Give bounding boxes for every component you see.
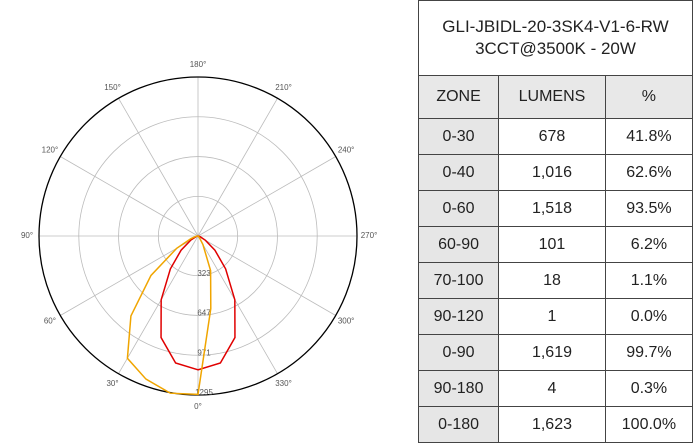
cell: 0-180 [417,406,500,443]
angle-label: 300° [338,317,355,326]
cell: 101 [498,226,606,263]
cell: 0.3% [604,370,693,407]
cell: 41.8% [604,118,693,155]
header-cell: % [604,75,693,119]
cell: 1,518 [498,190,606,227]
cell: 0-90 [417,334,500,371]
table-title: GLI-JBIDL-20-3SK4-V1-6-RW 3CCT@3500K - 20… [418,0,693,76]
header-cell: ZONE [417,75,500,119]
cell: 93.5% [604,190,693,227]
angle-label: 150° [104,83,121,92]
angle-label: 240° [338,146,355,155]
cell: 1,016 [498,154,606,191]
row: 0-30 678 41.8% [417,118,693,155]
title-line: 3CCT@3500K - 20W [475,39,636,58]
row: 70-100 18 1.1% [417,262,693,299]
row: 90-120 1 0.0% [417,298,693,335]
ring [157,195,239,277]
angle-label: 270° [361,231,378,240]
angle-label: 0° [194,402,202,411]
cell: 0-40 [417,154,500,191]
cell: 6.2% [604,226,693,263]
cell: 0-30 [417,118,500,155]
angle-label: 120° [42,146,59,155]
row: 0-40 1,016 62.6% [417,154,693,191]
ring [118,156,278,316]
title-line: GLI-JBIDL-20-3SK4-V1-6-RW [442,17,669,36]
cell: 1 [498,298,606,335]
row: 0-60 1,518 93.5% [417,190,693,227]
radial-label: 323 [197,269,211,278]
cell: 100.0% [604,406,693,443]
angle-label: 60° [44,317,56,326]
angle-label: 90° [21,231,33,240]
cell: 4 [498,370,606,407]
cell: 18 [498,262,606,299]
cell: 1,623 [498,406,606,443]
angle-label: 330° [275,379,292,388]
cell: 99.7% [604,334,693,371]
curve [126,235,212,396]
cell: 0.0% [604,298,693,335]
ring [78,116,318,356]
cell: 70-100 [417,262,500,299]
lumen-table: GLI-JBIDL-20-3SK4-V1-6-RW 3CCT@3500K - 20… [417,0,693,443]
cell: 0-60 [417,190,500,227]
row: 60-90 101 6.2% [417,226,693,263]
angle-label: 30° [106,379,118,388]
cell: 62.6% [604,154,693,191]
radial-label: 647 [197,309,211,318]
row: 0-90 1,619 99.7% [417,334,693,371]
header-cell: LUMENS [498,75,606,119]
angle-label: 210° [275,83,292,92]
cell: 1,619 [498,334,606,371]
angle-label: 180° [190,60,207,69]
cell: 60-90 [417,226,500,263]
cell: 678 [498,118,606,155]
row: 0-180 1,623 100.0% [417,406,693,443]
cell: 90-180 [417,370,500,407]
cell: 1.1% [604,262,693,299]
polar-chart: 0° 30° 60° 90° 120° 150° 180° 210° 240° 270° 300° 3… [21,60,378,411]
row: 90-180 4 0.3% [417,370,693,407]
radial-label: 1295 [195,388,213,397]
cell: 90-120 [417,298,500,335]
